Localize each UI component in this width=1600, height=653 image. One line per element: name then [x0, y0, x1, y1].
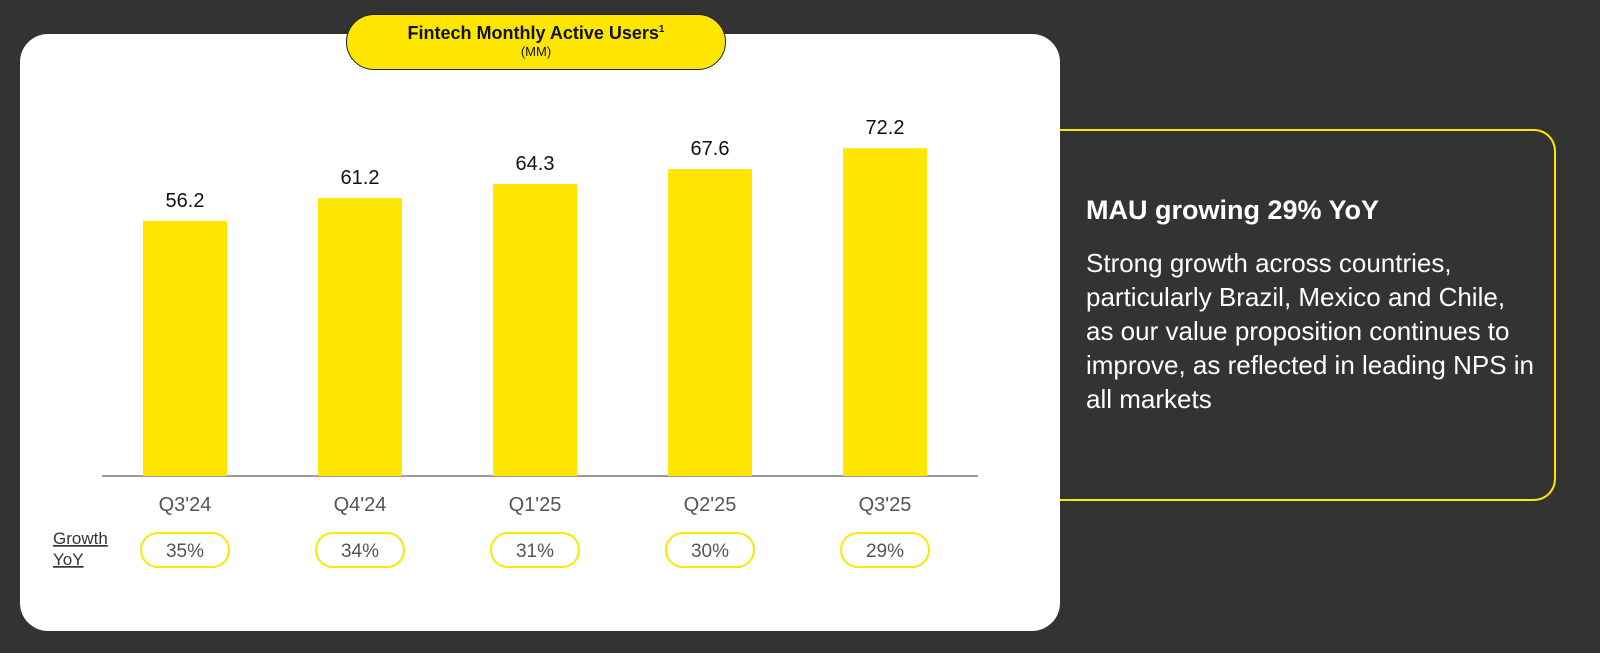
data-label: 67.6: [691, 138, 730, 160]
data-label: 72.2: [866, 117, 905, 139]
title-footnote: 1: [658, 24, 665, 35]
tick-label: Q3'25: [859, 494, 912, 516]
growth-value: 30%: [691, 541, 729, 562]
growth-pill: [665, 532, 755, 568]
bar: [843, 148, 927, 476]
growth-pill: [140, 532, 230, 568]
bar: [668, 169, 752, 476]
tick-label: Q1'25: [509, 494, 562, 516]
tick-label: Q4'24: [334, 494, 387, 516]
chart-title: Fintech Monthly Active Users1: [407, 23, 665, 43]
growth-pill: [490, 532, 580, 568]
tick-label: Q2'25: [684, 494, 737, 516]
growth-pill: [315, 532, 405, 568]
growth-label-line2: YoY: [53, 550, 84, 569]
growth-value: 29%: [866, 541, 904, 562]
tick-label: Q3'24: [159, 494, 212, 516]
info-box: MAU growing 29% YoY Strong growth across…: [1060, 129, 1556, 501]
growth-label-line1: Growth: [53, 529, 108, 548]
info-heading: MAU growing 29% YoY: [1086, 195, 1380, 225]
chart-title-pill: Fintech Monthly Active Users1 (MM): [346, 14, 726, 70]
growth-value: 31%: [516, 541, 554, 562]
data-label: 61.2: [341, 167, 380, 189]
chart-subtitle: (MM): [520, 44, 552, 59]
data-label: 64.3: [516, 153, 555, 175]
growth-value: 35%: [166, 541, 204, 562]
bar: [493, 184, 577, 476]
growth-pill: [840, 532, 930, 568]
bar-chart: 56.2 Q3'24 35% 61.2 Q4'24 34% 64.3 Q1'25 31% 67.6…: [53, 117, 978, 569]
bar: [143, 220, 227, 476]
growth-value: 34%: [341, 541, 379, 562]
info-body: Strong growth across countries, particul…: [1086, 248, 1535, 414]
bar: [318, 198, 402, 477]
data-label: 56.2: [166, 190, 205, 212]
